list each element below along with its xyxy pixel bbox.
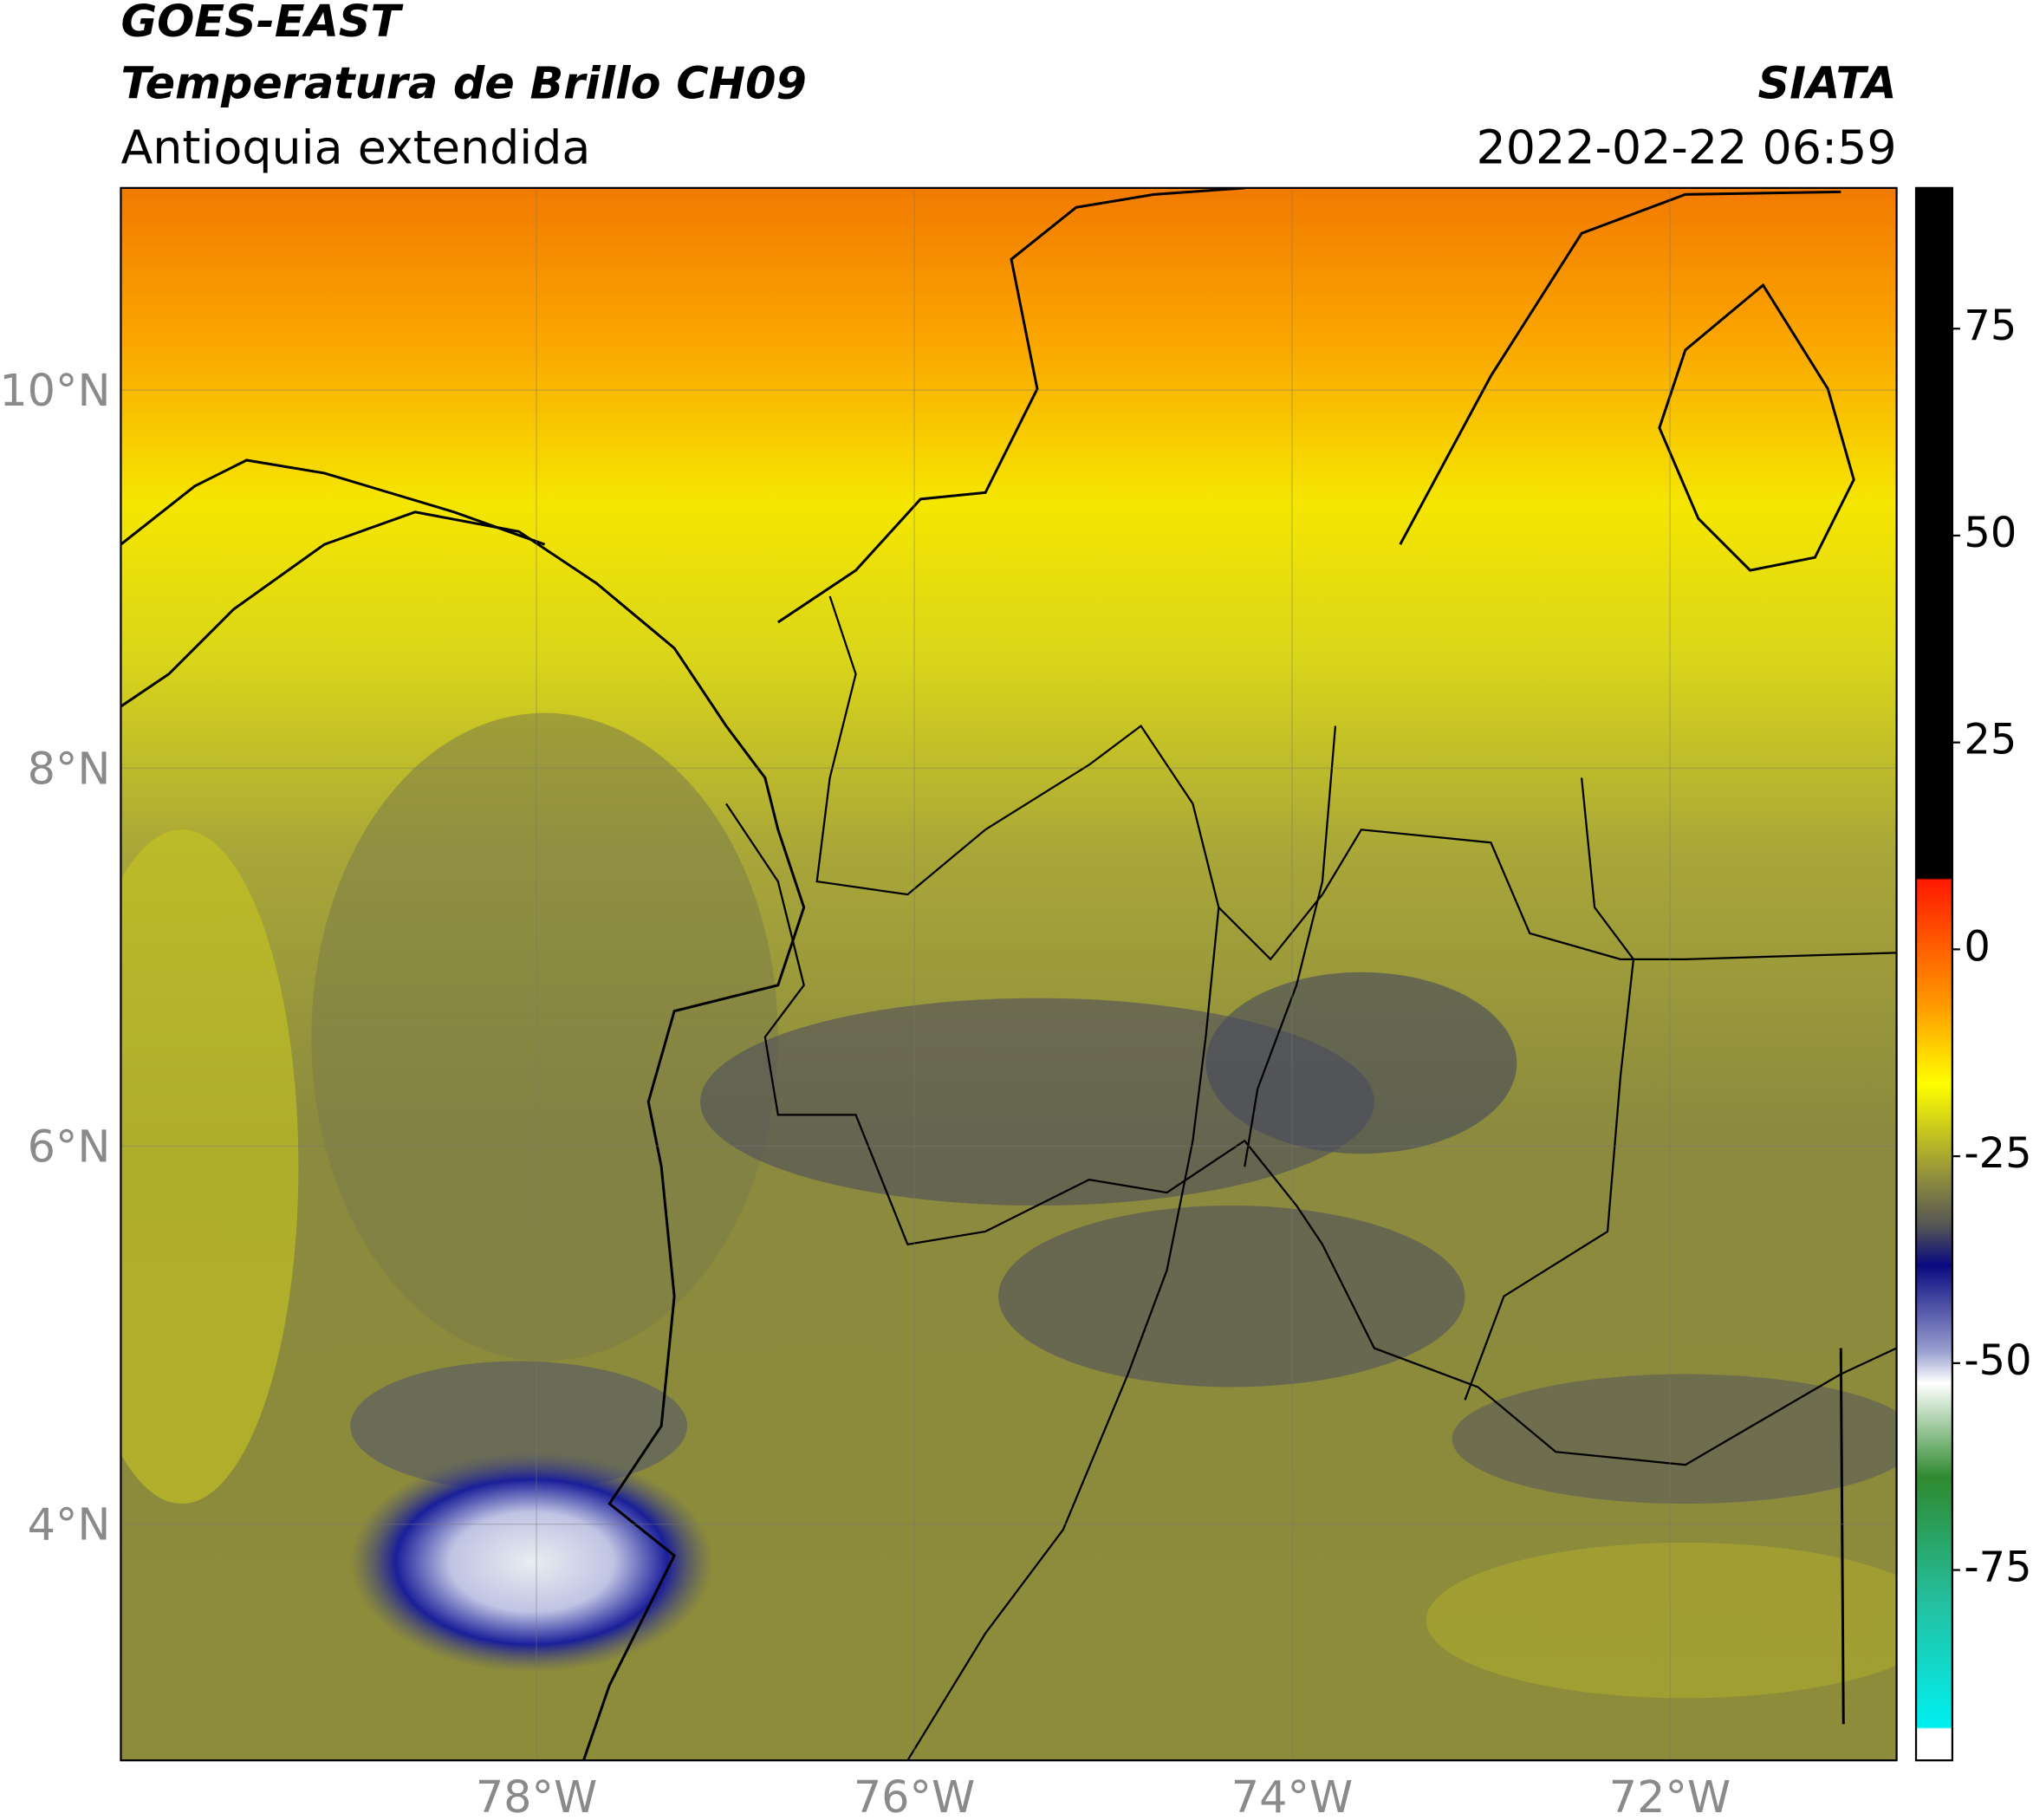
datetime: 2022-02-22 06:59 [1477,120,1897,174]
lon-tick-label: 76°W [854,1771,975,1820]
colorbar [1914,186,1954,1762]
lon-tick-label: 78°W [476,1771,597,1820]
colorbar-tick-label: 50 [1964,510,2017,557]
colorbar-tick-label: -25 [1964,1130,2031,1178]
colorbar-tick-label: 25 [1964,717,2017,764]
colorbar-tick-label: 75 [1964,302,2017,350]
map-frame [120,186,1898,1762]
colorbar-tick-label: -75 [1964,1544,2031,1592]
colorbar-tick-label: -50 [1964,1337,2031,1385]
colorbar-tick-label: 0 [1964,923,1990,971]
lat-tick-label: 10°N [0,365,110,416]
title: GOES-EAST [120,0,404,47]
lat-tick-label: 4°N [28,1499,111,1550]
subtitle: Antioquia extendida [120,120,590,174]
lat-tick-label: 8°N [28,743,111,794]
lon-tick-label: 72°W [1609,1771,1731,1820]
title: Temperatura de Brillo CH09 [120,58,806,109]
lat-tick-label: 6°N [28,1121,111,1172]
graticule [120,187,1897,1761]
map-image [120,187,1897,1761]
lon-tick-label: 74°W [1231,1771,1353,1820]
source: SIATA [1757,58,1896,109]
